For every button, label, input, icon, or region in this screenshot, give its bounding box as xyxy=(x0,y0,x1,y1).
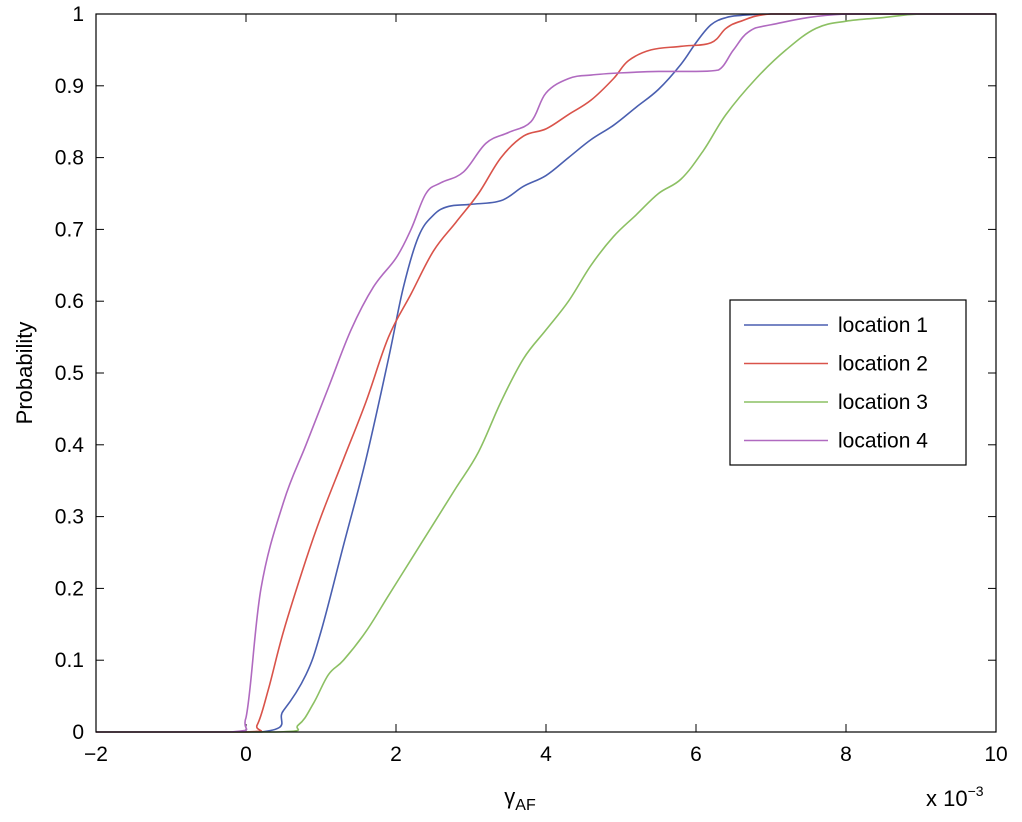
y-tick-label: 0.6 xyxy=(55,290,84,313)
x-tick-label: 4 xyxy=(540,743,552,766)
y-tick-label: 0 xyxy=(72,721,84,744)
legend-label: location 1 xyxy=(838,314,928,337)
x-axis-label-main: γ xyxy=(504,784,515,809)
x-axis-label: γAF xyxy=(504,784,536,814)
y-tick-labels: 0 0.1 0.2 0.3 0.4 0.5 0.6 0.7 0.8 0.9 1 xyxy=(55,3,85,744)
x-tick-label: 8 xyxy=(840,743,852,766)
x-axis-label-subscript: AF xyxy=(515,797,536,814)
y-tick-label: 0.5 xyxy=(55,362,84,385)
legend-label: location 2 xyxy=(838,353,928,376)
legend-label: location 4 xyxy=(838,430,928,453)
x-axis-multiplier-base: x 10 xyxy=(926,786,968,811)
legend: location 1 location 2 location 3 location 4 xyxy=(729,299,967,466)
y-tick-label: 0.2 xyxy=(55,577,84,600)
legend-label: location 3 xyxy=(838,391,928,414)
y-tick-label: 0.7 xyxy=(55,218,84,241)
series-line-location-3 xyxy=(96,13,996,733)
y-tick-label: 0.8 xyxy=(55,147,84,170)
series-layer xyxy=(96,13,996,733)
plot-frame xyxy=(95,13,997,733)
legend-box xyxy=(729,299,967,466)
y-tick-label: 0.3 xyxy=(55,506,84,529)
series-line-location-1 xyxy=(96,13,996,733)
y-tick-label: 0.4 xyxy=(55,434,85,457)
x-tick-label: 0 xyxy=(240,743,252,766)
x-tick-label: 6 xyxy=(690,743,702,766)
x-axis-multiplier-exponent: −3 xyxy=(968,783,984,799)
x-tick-label: 10 xyxy=(984,743,1007,766)
y-tick-label: 1 xyxy=(72,3,84,26)
x-tick-labels: −2 0 2 4 6 8 10 xyxy=(84,743,1008,766)
series-line-location-2 xyxy=(96,13,996,733)
y-tick-label: 0.1 xyxy=(55,649,84,672)
x-axis-multiplier: x 10−3 xyxy=(926,783,984,811)
y-axis-label: Probability xyxy=(12,322,37,425)
x-tick-label: −2 xyxy=(84,743,108,766)
x-tick-label: 2 xyxy=(390,743,402,766)
y-tick-label: 0.9 xyxy=(55,75,84,98)
series-line-location-4 xyxy=(96,13,996,733)
